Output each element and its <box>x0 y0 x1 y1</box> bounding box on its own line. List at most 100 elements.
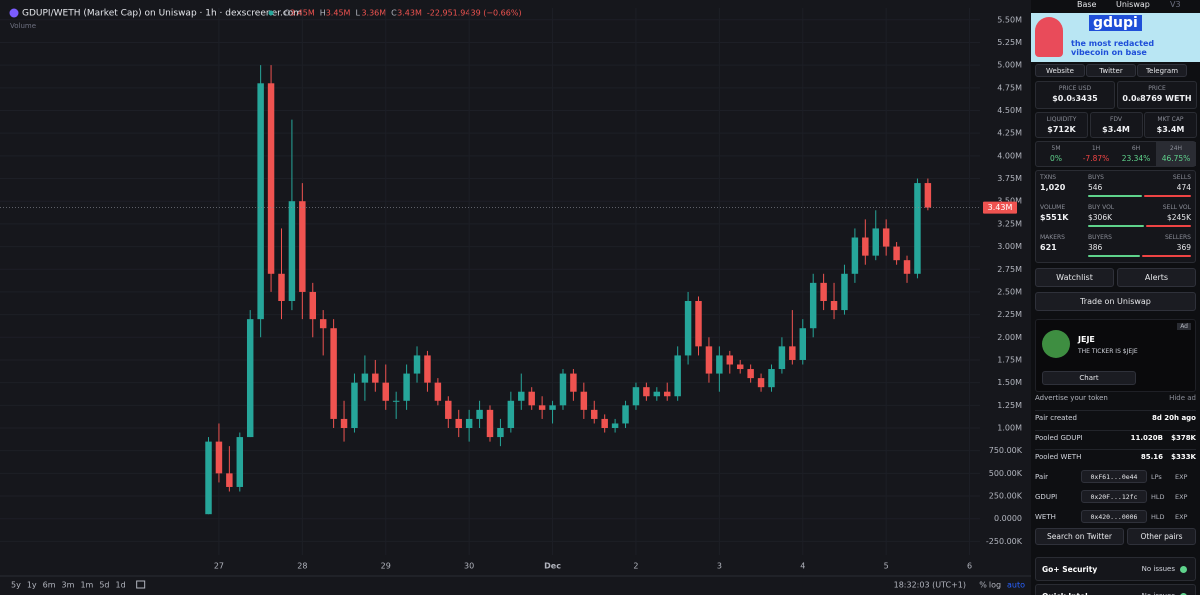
date-range-icon <box>136 580 146 589</box>
address-tag[interactable]: HLD <box>1151 513 1165 521</box>
address-chip[interactable]: 0xF61...0e44 <box>1081 470 1147 483</box>
ad-badge: Ad <box>1177 323 1191 330</box>
range-button[interactable]: 1y <box>27 581 37 590</box>
activity-label: MAKERS <box>1040 234 1065 241</box>
other-pairs[interactable]: Other pairs <box>1127 528 1196 545</box>
ohlc-key: C <box>391 9 397 18</box>
candle-body <box>497 428 504 438</box>
range-button[interactable]: 3m <box>62 581 75 590</box>
candle-body <box>664 391 671 397</box>
candle-body <box>841 273 848 311</box>
activity-left-value: 546 <box>1088 183 1103 192</box>
address-tag[interactable]: HLD <box>1151 493 1165 501</box>
alerts-button[interactable]: Alerts <box>1117 268 1196 287</box>
stat-value: $3.4M <box>1156 125 1185 134</box>
activity-total: 1,020 <box>1040 183 1066 192</box>
range-button[interactable]: 5d <box>99 581 109 590</box>
scale-option[interactable]: % <box>979 581 987 590</box>
stat-label: FDV <box>1109 116 1123 123</box>
stat-value: $3.4M <box>1102 125 1130 134</box>
audit-card[interactable]: Go+ Security No issues <box>1035 557 1196 581</box>
stat-card: MKT CAP $3.4M <box>1144 112 1197 138</box>
candle-body <box>789 346 796 360</box>
search-twitter[interactable]: Search on Twitter <box>1035 528 1124 545</box>
candle-body <box>538 405 546 410</box>
hide-ad[interactable]: Hide ad <box>1169 394 1196 402</box>
y-tick-label: 4.25M <box>997 129 1022 138</box>
change-label: 24H <box>1169 145 1183 152</box>
scale-option[interactable]: log <box>989 581 1001 590</box>
candle-body <box>205 441 212 515</box>
scale-option[interactable]: auto <box>1007 581 1025 590</box>
change-cell[interactable]: 5M 0% <box>1036 142 1076 166</box>
address-tag[interactable]: LPs <box>1151 473 1162 481</box>
activity-total: 621 <box>1040 243 1057 252</box>
address-tag[interactable]: EXP <box>1175 473 1188 481</box>
audit-label: Go+ Security <box>1042 565 1098 574</box>
candle-body <box>434 382 442 401</box>
price-label: PRICE <box>1148 85 1166 92</box>
activity-right-name: SELL VOL <box>1162 204 1191 211</box>
activity-right-name: SELLS <box>1172 174 1191 181</box>
link-button[interactable]: Telegram <box>1137 64 1187 77</box>
address-label: Pair <box>1035 473 1049 481</box>
candle-body <box>330 328 337 419</box>
sidebar: Base Uniswap V3 gdupi the most redacted vibe… <box>1031 0 1200 595</box>
address-tag[interactable]: EXP <box>1175 493 1188 501</box>
candle-body <box>559 373 567 406</box>
candle-body <box>622 405 629 424</box>
range-button[interactable]: 6m <box>43 581 56 590</box>
price-value: $0.0₅3435 <box>1052 94 1098 103</box>
y-tick-label: 250.00K <box>989 492 1023 501</box>
candle-body <box>445 400 452 419</box>
y-tick-label: -250.00K <box>986 537 1023 546</box>
address-tag[interactable]: EXP <box>1175 513 1188 521</box>
y-tick-label: 3.75M <box>997 174 1022 183</box>
y-tick-label: 5.00M <box>997 61 1022 70</box>
link-button[interactable]: Twitter <box>1086 64 1136 77</box>
range-button[interactable]: 5y <box>11 581 21 590</box>
y-tick-label: 5.25M <box>997 38 1022 47</box>
x-tick-label: Dec <box>544 562 561 571</box>
range-button[interactable]: 1d <box>116 581 126 590</box>
clock: 18:32:03 (UTC+1) <box>894 581 966 590</box>
volume-label: Volume <box>10 22 36 30</box>
candle-body <box>674 355 681 397</box>
candle-body <box>382 382 389 401</box>
candle-body <box>684 301 692 356</box>
change-cell[interactable]: 24H 46.75% <box>1156 142 1196 166</box>
candle-body <box>882 228 890 247</box>
y-tick-label: 3.00M <box>997 242 1022 251</box>
link-button[interactable]: Website <box>1035 64 1085 77</box>
trade-button[interactable]: Trade on Uniswap <box>1035 292 1196 311</box>
stat-label: MKT CAP <box>1157 116 1184 123</box>
stat-label: LIQUIDITY <box>1046 116 1077 123</box>
price-tag-label: 3.43M <box>988 203 1013 212</box>
candle-body <box>465 418 473 429</box>
candle-body <box>288 201 296 302</box>
advertise-link[interactable]: Advertise your token <box>1035 394 1108 402</box>
info-row <box>1035 449 1196 450</box>
range-button[interactable]: 1m <box>80 581 93 590</box>
address-chip[interactable]: 0x20F...12fc <box>1081 490 1147 503</box>
y-tick-label: 750.00K <box>989 446 1023 455</box>
address-chip[interactable]: 0x420...0006 <box>1081 510 1147 523</box>
candle-body <box>851 237 859 274</box>
ohlc-key: H <box>320 9 326 18</box>
watchlist-button[interactable]: Watchlist <box>1035 268 1114 287</box>
ohlc-value: 3.36M <box>361 9 386 18</box>
ohlc-value: 3.43M <box>397 9 422 18</box>
token-icon <box>9 8 19 18</box>
ad-chart-button[interactable]: Chart <box>1042 371 1136 385</box>
candle-body <box>768 369 775 388</box>
activity-right-value: $245K <box>1166 213 1191 222</box>
change-label: 5M <box>1051 145 1061 152</box>
audit-card[interactable]: Quick Intel No issues <box>1035 584 1196 595</box>
ohlc-key: L <box>355 9 360 18</box>
change-cell[interactable]: 1H -7.87% <box>1076 142 1116 166</box>
candle-body <box>695 301 702 347</box>
candle-body <box>361 373 369 383</box>
change-cell[interactable]: 6H 23.34% <box>1116 142 1156 166</box>
y-tick-label: 1.25M <box>997 401 1022 410</box>
activity-right-name: SELLERS <box>1164 234 1191 241</box>
